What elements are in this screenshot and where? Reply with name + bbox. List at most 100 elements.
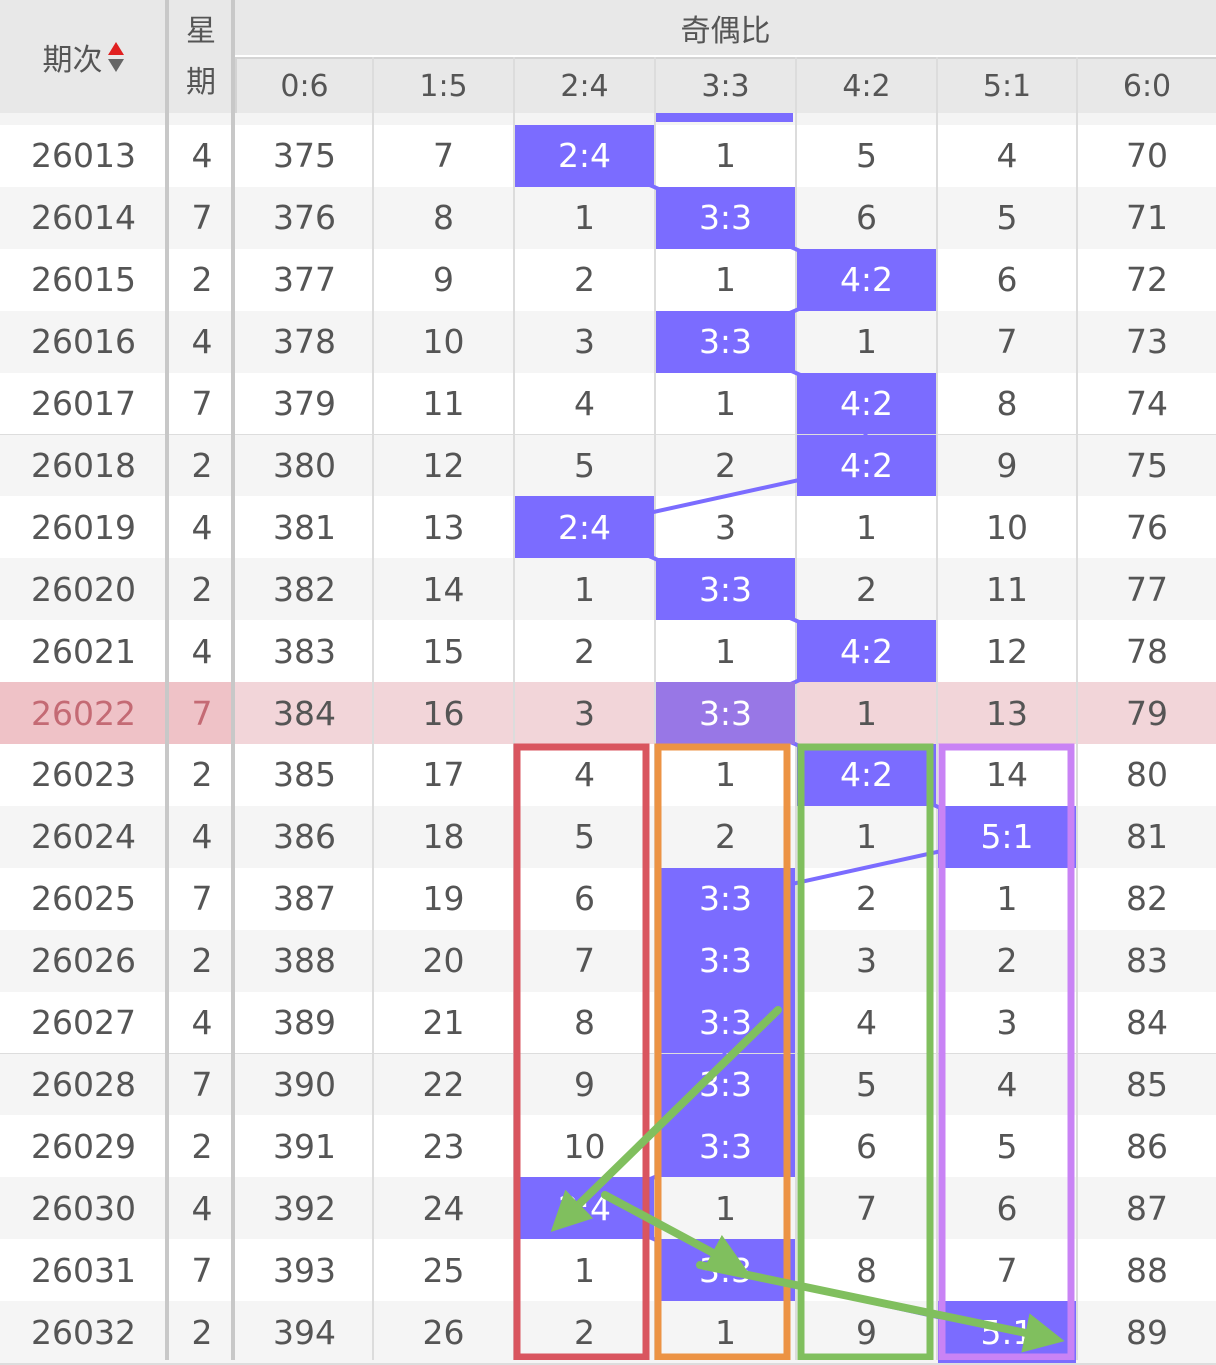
- count-cell: 394: [273, 1312, 336, 1352]
- count-cell: 8: [996, 384, 1018, 424]
- hit-cell: 4:2: [797, 248, 936, 311]
- hit-cell: 5:1: [938, 805, 1076, 868]
- count-cell: 77: [1126, 569, 1168, 609]
- count-cell: 10: [986, 507, 1028, 547]
- count-cell: 377: [273, 260, 336, 300]
- count-cell: 392: [273, 1188, 336, 1228]
- count-cell: 381: [273, 507, 336, 547]
- period-cell: 26016: [31, 322, 136, 362]
- count-cell: 376: [273, 198, 336, 238]
- count-cell: 11: [422, 384, 465, 424]
- period-cell: 26030: [31, 1188, 136, 1228]
- hit-cell: 5:1: [938, 1301, 1076, 1363]
- ratio-header-1-5: 1:5: [372, 57, 513, 113]
- count-cell: 20: [422, 941, 465, 981]
- period-cell: 26015: [31, 260, 136, 300]
- period-cell: 26031: [31, 1250, 136, 1290]
- period-header[interactable]: 期次: [0, 0, 167, 113]
- period-cell: 26025: [31, 879, 136, 919]
- period-cell: 26023: [31, 755, 136, 795]
- count-cell: 2: [574, 260, 595, 300]
- table-row[interactable]: 26017 7 379 11 4 1 4:2 8 74: [0, 372, 1216, 437]
- count-cell: 6: [996, 260, 1018, 300]
- period-cell: 26013: [31, 136, 136, 176]
- weekday-cell: 4: [191, 631, 213, 671]
- table-row[interactable]: 26022 7 384 16 3 3:3 1 13 79: [0, 682, 1216, 746]
- hit-cell: 3:3: [656, 682, 795, 744]
- count-cell: 386: [273, 817, 336, 857]
- table-row[interactable]: 26015 2 377 9 2 1 4:2 6 72: [0, 248, 1216, 311]
- weekday-cell: 2: [191, 941, 213, 981]
- count-cell: 85: [1126, 1064, 1168, 1104]
- count-cell: 73: [1126, 322, 1168, 362]
- ratio-header-5-1: 5:1: [936, 57, 1076, 113]
- hit-cell: 2:4: [515, 125, 654, 187]
- count-cell: 17: [422, 755, 465, 795]
- count-cell: 72: [1126, 260, 1168, 300]
- count-cell: 21: [422, 1003, 465, 1043]
- weekday-cell: 4: [191, 1188, 213, 1228]
- sort-up-down-icon[interactable]: [107, 41, 125, 73]
- weekday-cell: 7: [191, 1064, 213, 1104]
- table-row[interactable]: 26019 4 381 13 2:4 3 1 10 76: [0, 496, 1216, 559]
- count-cell: 24: [422, 1188, 465, 1228]
- period-cell: 26027: [31, 1003, 136, 1043]
- column-divider-thick: [165, 0, 169, 1360]
- count-cell: 13: [422, 507, 465, 547]
- count-cell: 5: [856, 136, 877, 176]
- table-row[interactable]: 26013 4 375 7 2:4 1 5 4 70: [0, 125, 1216, 187]
- count-cell: 7: [996, 322, 1018, 362]
- hit-cell: 4:2: [797, 620, 936, 683]
- table-row[interactable]: 26014 7 376 8 1 3:3 6 5 71: [0, 186, 1216, 249]
- table-row[interactable]: 26020 2 382 14 1 3:3 2 11 77: [0, 558, 1216, 621]
- weekday-cell: 2: [191, 569, 213, 609]
- count-cell: 86: [1126, 1126, 1168, 1166]
- count-cell: 16: [422, 693, 465, 733]
- count-cell: 82: [1126, 879, 1168, 919]
- count-cell: 391: [273, 1126, 336, 1166]
- count-cell: 22: [422, 1064, 465, 1104]
- weekday-cell: 4: [191, 136, 213, 176]
- period-cell: 26024: [31, 817, 136, 857]
- count-cell: 74: [1126, 384, 1168, 424]
- count-cell: 13: [986, 693, 1028, 733]
- weekday-cell: 7: [191, 384, 213, 424]
- count-cell: 81: [1126, 817, 1168, 857]
- count-cell: 9: [996, 445, 1018, 485]
- weekday-header-char2: 期: [186, 64, 216, 100]
- count-cell: 19: [422, 879, 465, 919]
- count-cell: 18: [422, 817, 465, 857]
- table-row[interactable]: 26018 2 380 12 5 2 4:2 9 75: [0, 434, 1216, 497]
- count-cell: 12: [422, 445, 465, 485]
- count-cell: 83: [1126, 941, 1168, 981]
- count-cell: 388: [273, 941, 336, 981]
- count-cell: 4: [574, 384, 595, 424]
- count-cell: 3: [715, 507, 736, 547]
- hit-cell: 4:2: [797, 434, 936, 497]
- hit-cell: 3:3: [656, 867, 795, 930]
- count-cell: 2: [715, 445, 736, 485]
- period-cell: 26028: [31, 1064, 136, 1104]
- column-divider: [654, 57, 656, 1360]
- weekday-cell: 2: [191, 755, 213, 795]
- weekday-cell: 2: [191, 445, 213, 485]
- weekday-cell: 4: [191, 507, 213, 547]
- count-cell: 375: [273, 136, 336, 176]
- count-cell: 1: [715, 384, 736, 424]
- table-row[interactable]: 26016 4 378 10 3 3:3 1 7 73: [0, 310, 1216, 373]
- count-cell: 379: [273, 384, 336, 424]
- period-cell: 26022: [0, 682, 167, 744]
- column-divider: [513, 57, 515, 1360]
- period-cell: 26014: [31, 198, 136, 238]
- count-cell: 1: [574, 569, 595, 609]
- table-row[interactable]: 26021 4 383 15 2 1 4:2 12 78: [0, 620, 1216, 683]
- count-cell: 1: [574, 198, 595, 238]
- count-cell: 3: [574, 693, 595, 733]
- hit-cell: 3:3: [656, 558, 795, 621]
- count-cell: 7: [433, 136, 454, 176]
- count-cell: 8: [433, 198, 454, 238]
- weekday-cell: 2: [191, 260, 213, 300]
- count-cell: 383: [273, 631, 336, 671]
- count-cell: 2: [574, 631, 595, 671]
- period-cell: 26026: [31, 941, 136, 981]
